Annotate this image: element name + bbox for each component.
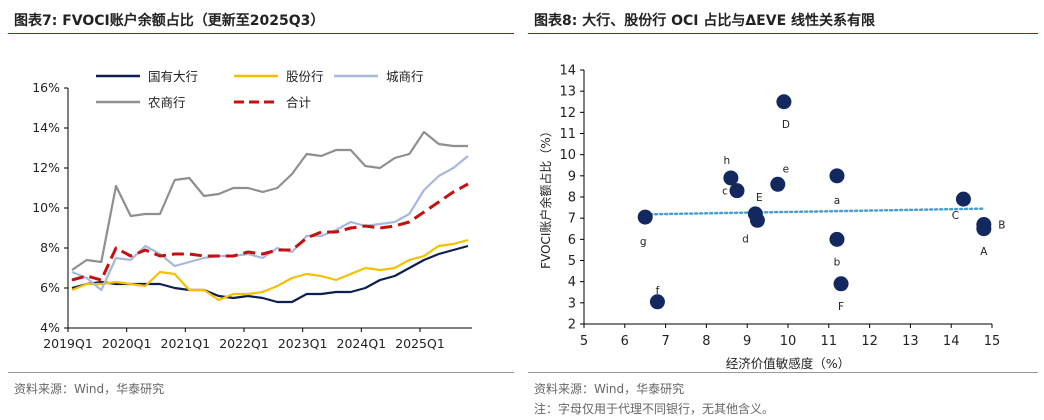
right-y-tick-label: 4	[568, 275, 576, 290]
scatter-label-d: d	[742, 233, 749, 245]
right-chart-title: 图表8: 大行、股份行 OCI 占比与ΔEVE 线性关系有限	[534, 13, 876, 29]
right-x-tick-label: 6	[621, 334, 629, 349]
right-y-tick-label: 8	[568, 191, 576, 206]
scatter-point-c	[729, 183, 745, 199]
right-y-tick-label: 7	[568, 212, 576, 227]
scatter-label-a: a	[834, 195, 840, 207]
scatter-label-b: b	[834, 256, 841, 268]
left-y-tick-label: 4%	[40, 320, 60, 335]
left-legend-label-3: 农商行	[148, 95, 186, 110]
left-chart-title: 图表7: FVOCI账户余额占比（更新至2025Q3）	[14, 13, 325, 29]
scatter-point-h	[723, 170, 739, 186]
left-source-note: 资料来源：Wind，华泰研究	[14, 382, 165, 396]
scatter-label-F: F	[838, 301, 844, 313]
right-y-axis-title: FVOCI账户余额占比（%）	[538, 125, 553, 269]
right-source-note: 资料来源：Wind，华泰研究	[534, 382, 685, 396]
left-x-tick-label: 2024Q1	[337, 336, 387, 351]
right-y-tick-label: 13	[559, 85, 576, 100]
scatter-label-E: E	[756, 192, 763, 204]
right-x-tick-label: 9	[743, 334, 751, 349]
left-series-line-4	[71, 182, 469, 282]
right-x-tick-label: 5	[580, 334, 588, 349]
right-x-tick-label: 11	[821, 334, 838, 349]
left-legend-label-0: 国有大行	[148, 69, 198, 84]
right-x-tick-label: 14	[943, 334, 960, 349]
right-x-tick-label: 10	[780, 334, 797, 349]
left-legend-label-2: 城商行	[386, 69, 424, 84]
scatter-point-B	[976, 217, 992, 233]
scatter-point-f	[649, 294, 665, 310]
scatter-label-e: e	[783, 163, 789, 175]
right-x-tick-label: 7	[661, 334, 669, 349]
left-x-tick-label: 2021Q1	[161, 336, 211, 351]
right-y-tick-label: 5	[568, 254, 576, 269]
left-legend-label-4: 合计	[286, 95, 311, 110]
left-y-tick-label: 12%	[32, 160, 60, 175]
scatter-label-g: g	[640, 236, 647, 248]
scatter-point-g	[637, 209, 653, 225]
right-y-tick-label: 10	[559, 148, 576, 163]
right-x-tick-label: 15	[984, 334, 1001, 349]
left-y-tick-label: 16%	[32, 80, 60, 95]
scatter-point-a	[829, 168, 845, 184]
scatter-point-F	[833, 276, 849, 292]
right-y-tick-label: 12	[559, 106, 576, 121]
right-x-tick-label: 12	[861, 334, 878, 349]
scatter-label-h: h	[724, 155, 731, 167]
left-legend-label-1: 股份行	[286, 69, 324, 84]
left-x-tick-label: 2022Q1	[219, 336, 269, 351]
right-title-rule	[528, 33, 1038, 34]
scatter-point-C	[955, 191, 971, 207]
scatter-point-e	[770, 176, 786, 192]
left-x-tick-label: 2025Q1	[395, 336, 445, 351]
left-x-tick-label: 2019Q1	[43, 336, 93, 351]
right-x-tick-label: 13	[902, 334, 919, 349]
right-y-tick-label: 2	[568, 318, 576, 333]
right-y-tick-label: 14	[559, 64, 576, 79]
scatter-label-B: B	[998, 220, 1005, 232]
left-series-line-3	[71, 130, 468, 271]
right-bottom-rule	[528, 372, 1038, 373]
scatter-point-b	[829, 231, 845, 247]
scatter-label-A: A	[980, 246, 988, 258]
scatter-label-c: c	[722, 186, 728, 198]
right-footnote: 注：字母仅用于代理不同银行，无其他含义。	[534, 402, 775, 416]
left-x-tick-label: 2023Q1	[278, 336, 328, 351]
left-bottom-rule	[8, 372, 514, 373]
right-y-tick-label: 9	[568, 169, 576, 184]
left-y-tick-label: 6%	[40, 280, 60, 295]
left-series-line-1	[71, 238, 469, 302]
scatter-label-f: f	[656, 285, 660, 297]
left-y-tick-label: 10%	[32, 200, 60, 215]
right-trendline	[643, 207, 986, 216]
left-y-tick-label: 14%	[32, 120, 60, 135]
right-x-tick-label: 8	[702, 334, 710, 349]
scatter-point-D	[776, 94, 792, 110]
scatter-point-d	[749, 212, 765, 228]
right-y-tick-label: 11	[559, 127, 576, 142]
left-y-tick-label: 8%	[40, 240, 60, 255]
scatter-label-D: D	[782, 119, 790, 131]
right-y-tick-label: 6	[568, 233, 576, 248]
left-title-rule	[8, 33, 514, 34]
right-y-tick-label: 3	[568, 296, 576, 311]
left-x-tick-label: 2020Q1	[102, 336, 152, 351]
right-x-axis-title: 经济价值敏感度（%）	[726, 356, 850, 371]
scatter-label-C: C	[952, 210, 959, 222]
